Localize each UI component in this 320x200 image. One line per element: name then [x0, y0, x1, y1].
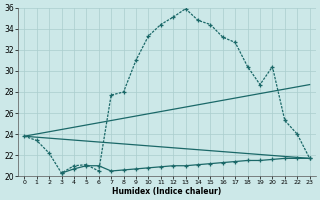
X-axis label: Humidex (Indice chaleur): Humidex (Indice chaleur)	[112, 187, 221, 196]
